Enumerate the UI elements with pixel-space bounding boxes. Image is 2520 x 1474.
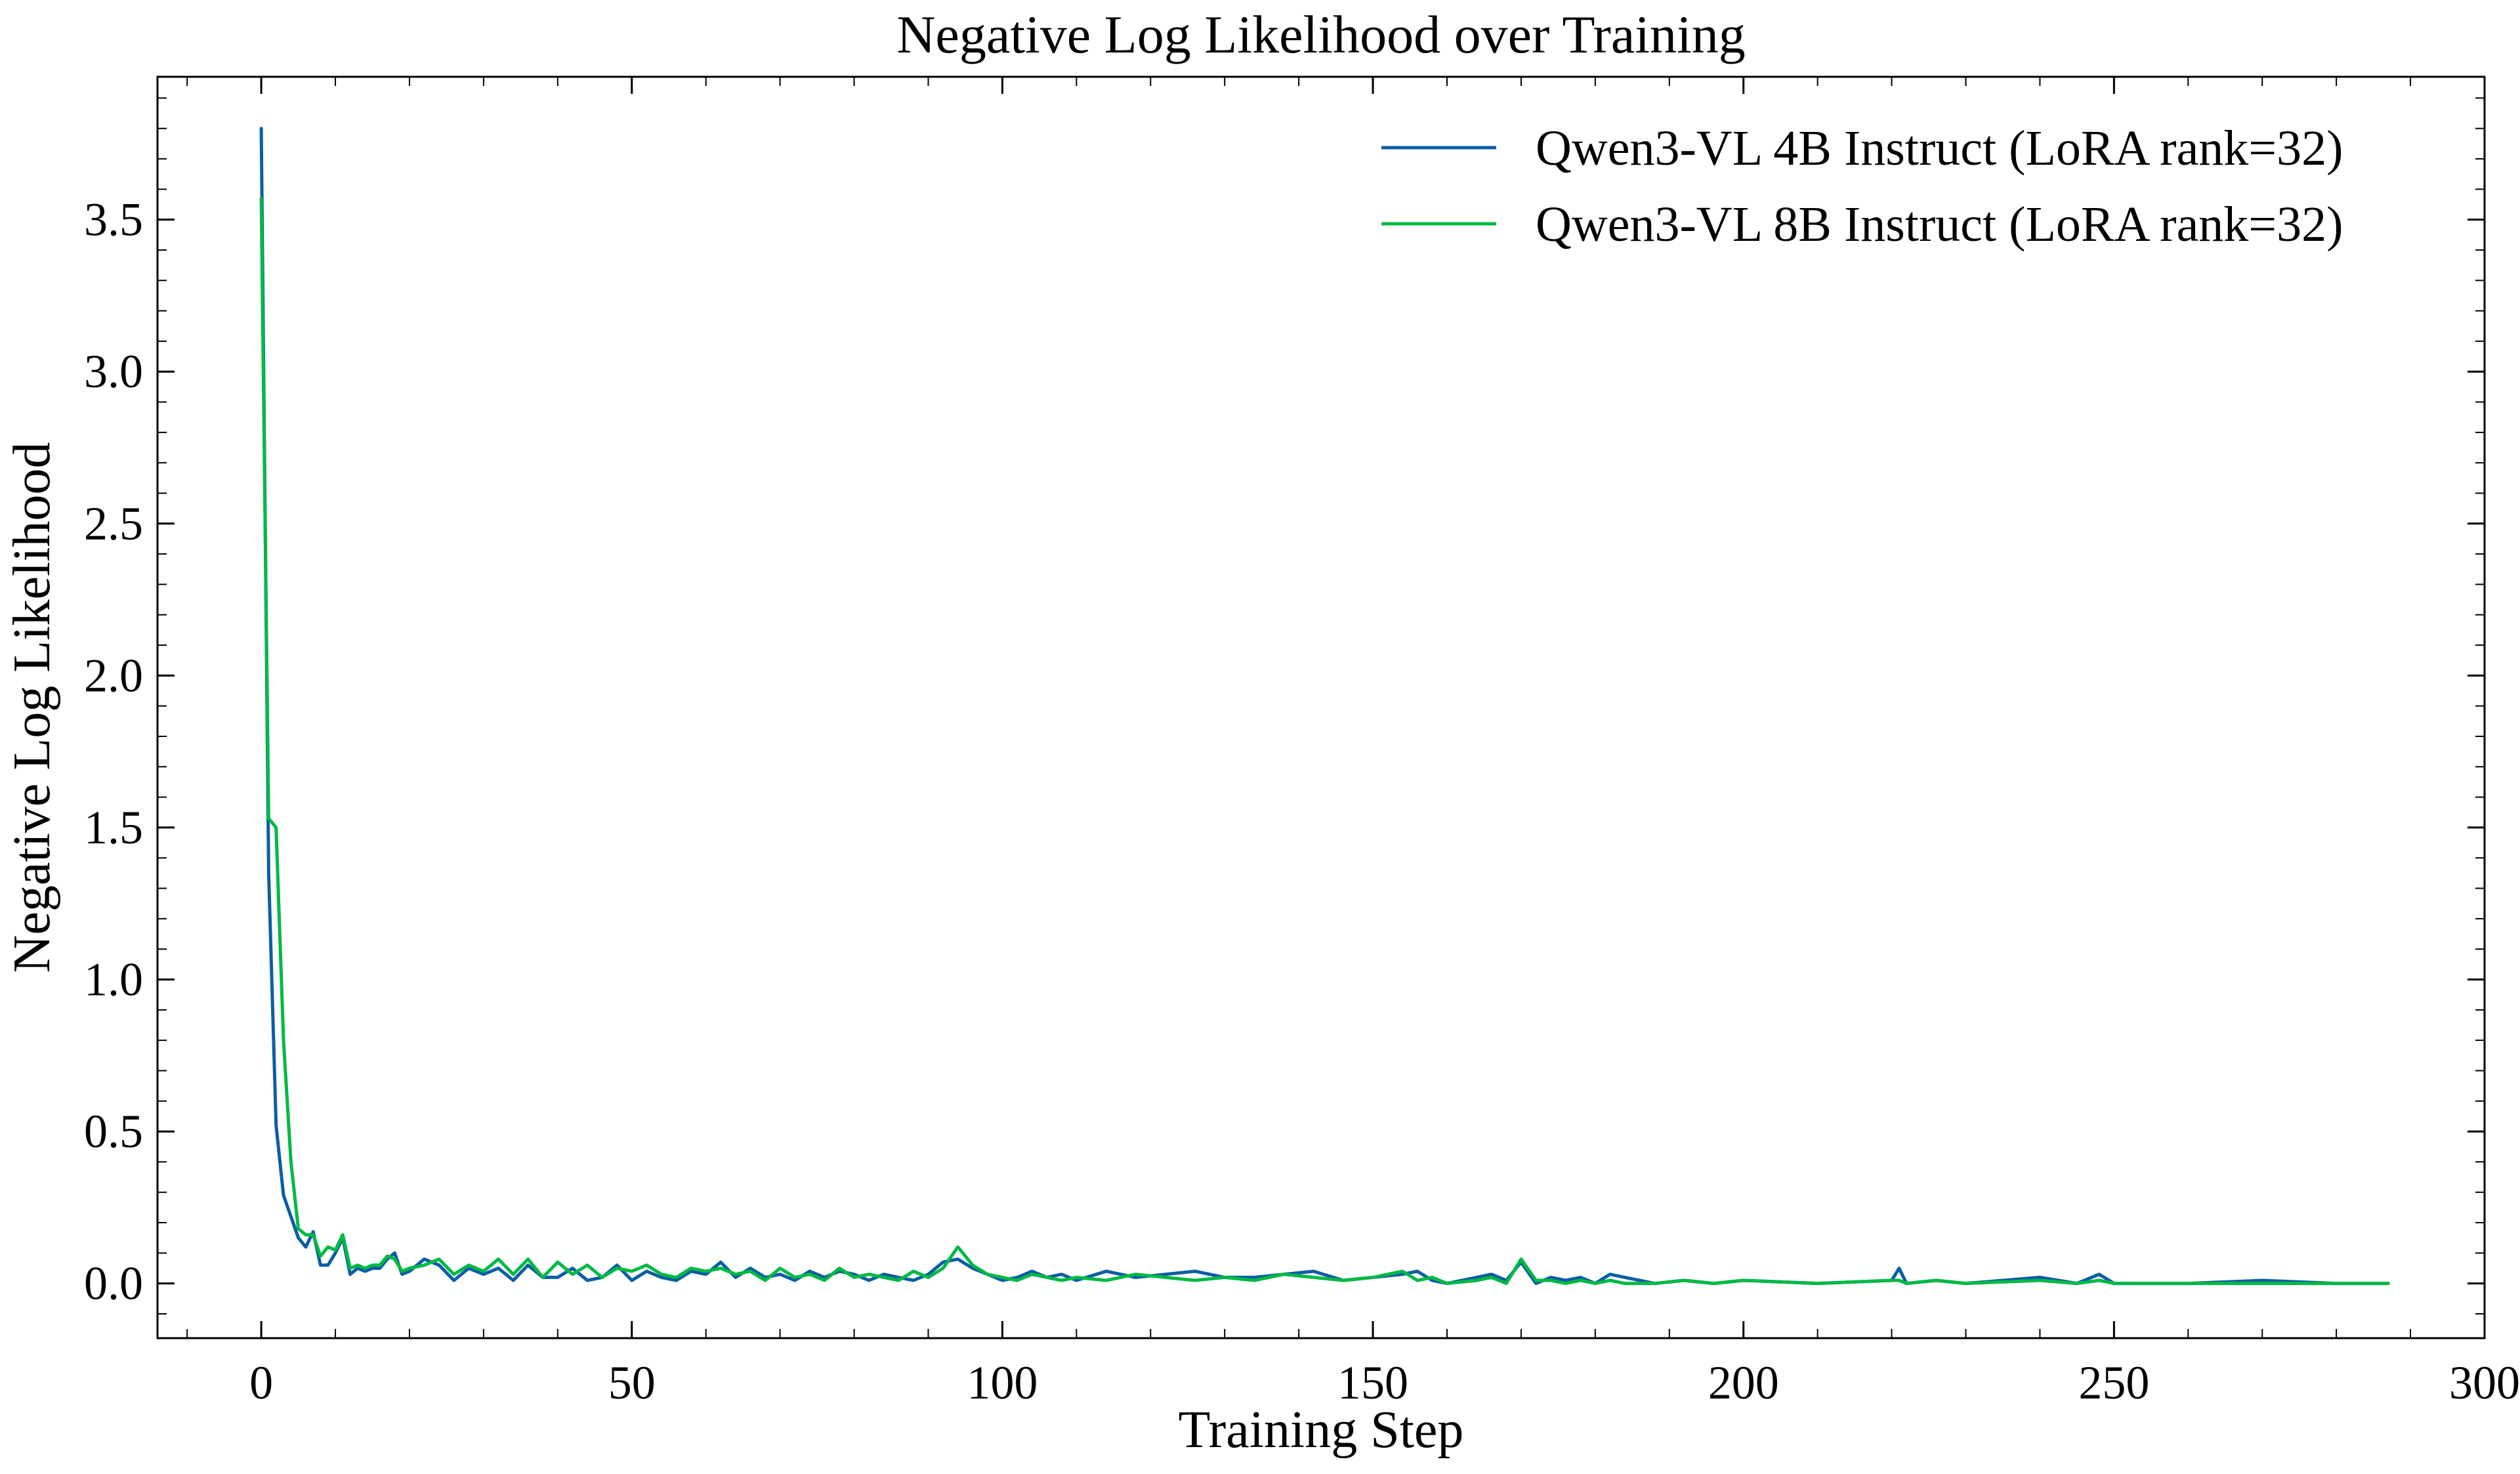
x-tick-label: 50	[608, 1357, 656, 1409]
axis-tick-labels: 0 50 100 150 200 250 300 0.0 0.5 1.0 1.5 2.0 2.5 3.0 3…	[84, 194, 2520, 1409]
x-tick-label: 0	[249, 1357, 273, 1409]
x-tick-label: 100	[967, 1357, 1038, 1409]
legend-label-1: Qwen3-VL 4B Instruct (LoRA rank=32)	[1536, 121, 2343, 176]
series-line-2	[259, 196, 2390, 1286]
y-tick-label: 2.5	[84, 497, 143, 550]
x-tick-label: 300	[2449, 1357, 2520, 1409]
plot-frame	[156, 75, 2486, 1339]
y-tick-label: 0.5	[84, 1105, 143, 1158]
axis-ticks	[158, 77, 2486, 1338]
x-tick-label: 200	[1708, 1357, 1779, 1409]
y-tick-label: 2.0	[84, 649, 143, 702]
y-tick-label: 3.5	[84, 194, 143, 246]
x-axis-label: Training Step	[1179, 1401, 1464, 1459]
y-axis-label: Negative Log Likelihood	[3, 442, 61, 973]
series-lines	[259, 127, 2390, 1286]
y-tick-label: 3.0	[84, 345, 143, 398]
y-tick-label: 1.5	[84, 801, 143, 854]
x-tick-label: 150	[1337, 1357, 1408, 1409]
legend-label-2: Qwen3-VL 8B Instruct (LoRA rank=32)	[1536, 197, 2343, 252]
legend: Qwen3-VL 4B Instruct (LoRA rank=32) Qwen3…	[1381, 121, 2343, 252]
x-tick-label: 250	[2078, 1357, 2149, 1409]
series-line-1	[259, 127, 2390, 1286]
chart-title: Negative Log Likelihood over Training	[896, 5, 1746, 64]
y-tick-label: 0.0	[84, 1257, 143, 1310]
y-tick-label: 1.0	[84, 954, 143, 1006]
